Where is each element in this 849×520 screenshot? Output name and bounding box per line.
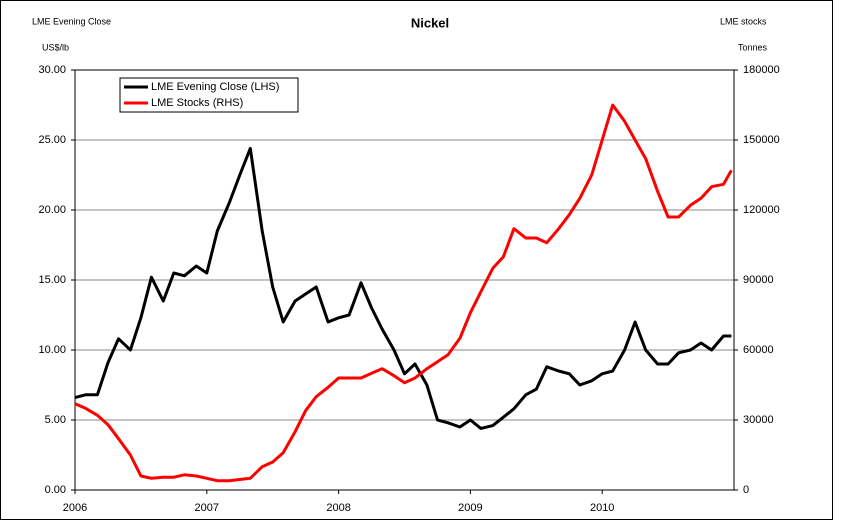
y-tick-label: 25.00: [38, 134, 66, 146]
legend-label: LME Stocks (RHS): [151, 97, 243, 109]
chart-title: Nickel: [411, 15, 449, 30]
series-line: [74, 146, 732, 430]
y-axis-label: US$/lb: [42, 42, 69, 52]
y-axis-title: LME Evening Close: [32, 16, 111, 26]
y-tick-label: 15.00: [38, 274, 66, 286]
y-tick-label: 30.00: [38, 64, 66, 76]
series-line: [74, 103, 733, 483]
y-tick-label: 0.00: [45, 484, 66, 496]
y2-tick-label: 60000: [743, 344, 774, 356]
x-tick-label: 2009: [458, 502, 482, 514]
legend-label: LME Evening Close (LHS): [151, 81, 279, 93]
y-tick-label: 20.00: [38, 204, 66, 216]
y2-tick-label: 0: [743, 484, 749, 496]
y2-tick-label: 30000: [743, 414, 774, 426]
y2-tick-label: 180000: [743, 64, 780, 76]
plot-frame: [74, 69, 735, 491]
legend-box: [119, 77, 299, 113]
y-tick-label: 5.00: [45, 414, 66, 426]
x-tick-label: 2008: [326, 502, 350, 514]
y2-axis-title: LME stocks: [720, 16, 767, 26]
x-tick-label: 2010: [590, 502, 614, 514]
y2-tick-label: 90000: [743, 274, 774, 286]
y2-tick-label: 120000: [743, 204, 780, 216]
y2-tick-label: 150000: [743, 134, 780, 146]
y-tick-label: 10.00: [38, 344, 66, 356]
x-tick-label: 2006: [63, 502, 87, 514]
y2-axis-label: Tonnes: [738, 42, 768, 52]
x-tick-label: 2007: [195, 502, 219, 514]
